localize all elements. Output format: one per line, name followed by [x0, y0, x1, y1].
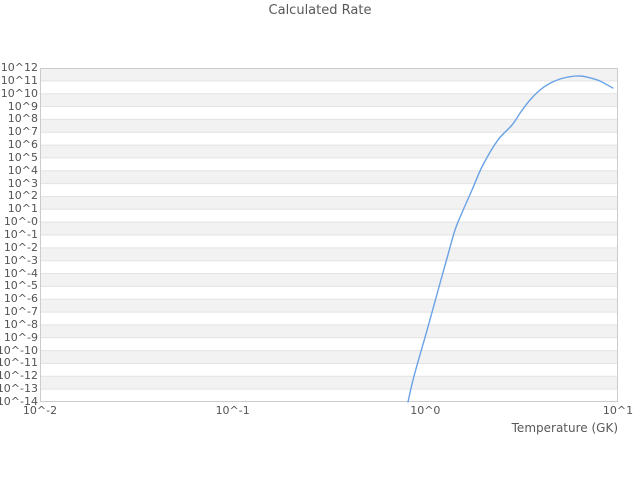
- x-tick-label: 10^-2: [22, 404, 58, 417]
- y-tick-label: 10^1: [7, 202, 38, 216]
- y-tick-label: 10^6: [7, 138, 38, 152]
- y-tick-label: 10^2: [7, 189, 38, 203]
- y-tick-label: 10^-10: [0, 343, 38, 357]
- y-tick-label: 10^-13: [0, 382, 38, 396]
- grid-band: [40, 196, 618, 210]
- y-tick-label: 10^-6: [3, 292, 38, 306]
- x-axis-title: Temperature (GK): [511, 421, 618, 435]
- chart-title: Calculated Rate: [268, 3, 372, 18]
- y-tick-label: 10^12: [0, 61, 38, 74]
- rate-curve: [407, 75, 614, 403]
- plot-border: [40, 68, 618, 402]
- grid-band: [40, 273, 618, 287]
- y-tick-label: 10^-12: [0, 369, 38, 383]
- grid-band: [40, 299, 618, 313]
- grid-band: [40, 324, 618, 338]
- y-tick-label: 10^10: [0, 86, 38, 100]
- y-tick-label: 10^-8: [3, 317, 38, 331]
- y-tick-label: 10^4: [7, 163, 38, 177]
- y-tick-label: 10^9: [7, 99, 38, 113]
- y-tick-label: 10^-1: [3, 228, 38, 241]
- x-tick-label: 10^1: [602, 404, 634, 417]
- y-tick-label: 10^-5: [3, 279, 38, 293]
- x-tick-label: 10^-1: [215, 404, 250, 417]
- y-tick-label: 10^-3: [3, 253, 38, 267]
- grid-band: [40, 247, 618, 261]
- y-tick-label: 10^8: [7, 112, 38, 126]
- grid-band: [40, 145, 618, 158]
- y-tick-label: 10^-11: [0, 356, 38, 370]
- grid-band: [40, 170, 618, 184]
- y-tick-label: 10^5: [7, 150, 38, 164]
- grid-band: [40, 68, 618, 81]
- grid-band: [40, 376, 618, 390]
- y-tick-label: 10^11: [0, 73, 38, 87]
- y-tick-label: 10^-7: [3, 305, 38, 319]
- y-tick-label: 10^7: [7, 125, 38, 139]
- y-tick-label: 10^-2: [3, 240, 38, 254]
- y-tick-label: 10^-4: [3, 266, 38, 280]
- grid-band: [40, 119, 618, 133]
- y-tick-label: 10^-9: [3, 330, 38, 344]
- x-tick-label: 10^0: [410, 404, 441, 417]
- y-tick-label: 10^-0: [3, 215, 38, 229]
- grid-band: [40, 93, 618, 107]
- y-tick-label: 10^-14: [0, 395, 38, 408]
- y-tick-label: 10^3: [7, 176, 38, 190]
- grid-band: [40, 222, 618, 235]
- grid-band: [40, 350, 618, 364]
